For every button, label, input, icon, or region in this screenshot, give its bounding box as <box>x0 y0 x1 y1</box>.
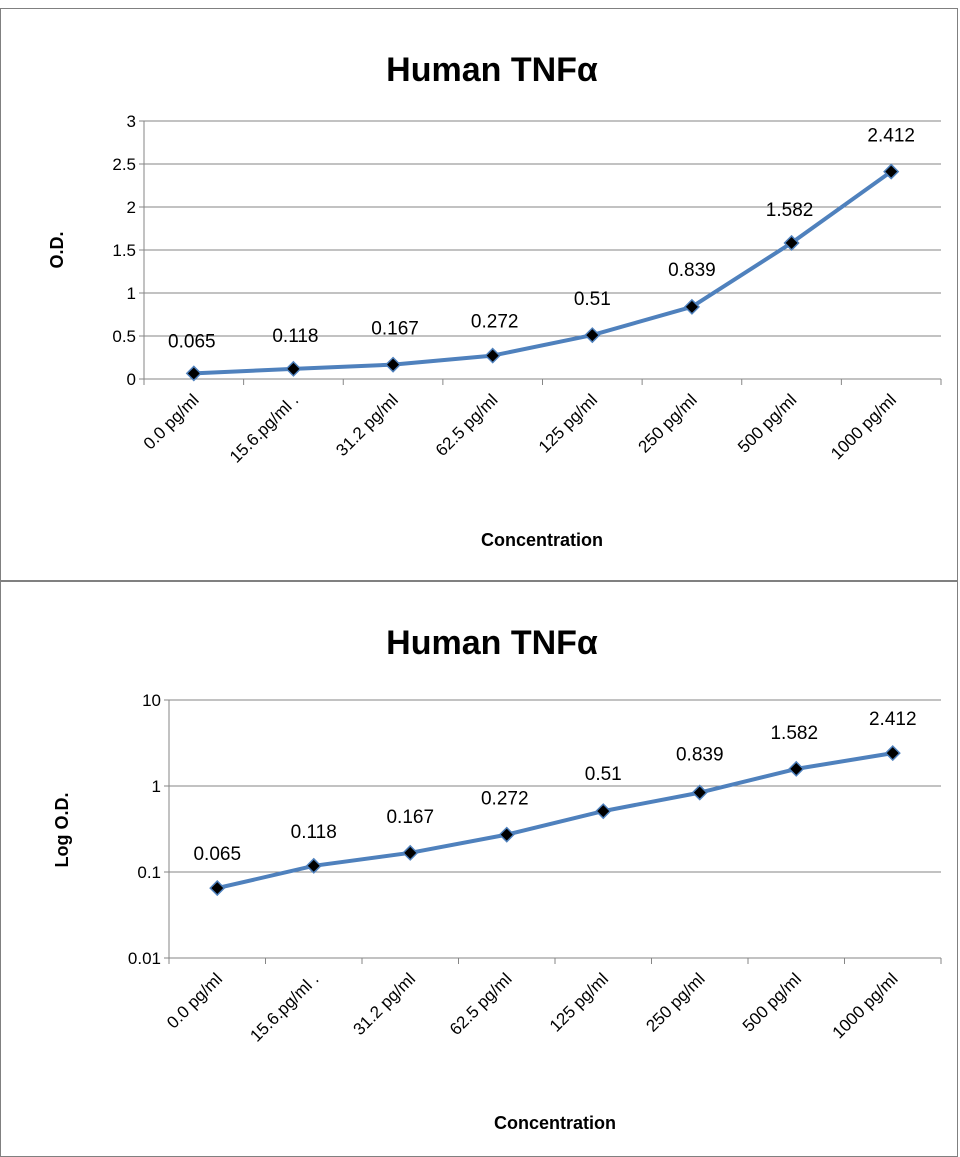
data-point-marker <box>305 857 322 874</box>
data-point-marker <box>584 327 601 344</box>
data-point-marker <box>498 826 515 843</box>
data-label: 0.272 <box>481 789 529 810</box>
data-point-marker <box>385 356 402 373</box>
data-point-marker <box>788 760 805 777</box>
series-line <box>215 751 895 891</box>
y-tick-label: 1.5 <box>112 241 136 260</box>
x-category-label: 31.2 pg/ml <box>332 390 402 460</box>
data-label: 2.412 <box>869 709 917 730</box>
y-tick-label: 1 <box>127 284 136 303</box>
data-point-marker <box>185 365 202 382</box>
y-tick-label: 1 <box>152 777 161 796</box>
chart-title: Human TNFα <box>386 624 598 662</box>
y-tick-label: 2.5 <box>112 155 136 174</box>
data-point-marker <box>884 745 901 762</box>
data-label: 0.272 <box>471 312 519 333</box>
data-label: 0.839 <box>668 260 716 281</box>
data-label: 1.582 <box>766 200 814 221</box>
data-label: 1.582 <box>770 723 818 744</box>
data-label: 0.51 <box>574 289 611 310</box>
y-tick-label: 0 <box>127 370 136 389</box>
x-category-label: 125 pg/ml <box>535 390 601 456</box>
y-tick-label: 0.01 <box>128 949 161 968</box>
y-axis-title: Log O.D. <box>52 793 72 868</box>
data-point-marker <box>683 298 700 315</box>
x-category-label: 1000 pg/ml <box>829 969 902 1042</box>
x-category-label: 1000 pg/ml <box>827 390 900 463</box>
data-point-marker <box>285 360 302 377</box>
chart-panel-log: Human TNFα 0.01 0.1 1 10 0.0 pg/ml 15.6.pg/ml … <box>0 581 958 1157</box>
x-category-label: 125 pg/ml <box>546 969 612 1035</box>
x-category-label: 500 pg/ml <box>734 390 800 456</box>
data-point-marker <box>484 347 501 364</box>
x-axis-title: Concentration <box>494 1113 616 1133</box>
y-tick-label: 2 <box>127 198 136 217</box>
data-label: 0.839 <box>676 745 724 766</box>
x-category-label: 500 pg/ml <box>739 969 805 1035</box>
y-tick-label: 0.5 <box>112 327 136 346</box>
chart-title: Human TNFα <box>386 51 598 89</box>
y-tick-label: 10 <box>142 691 161 710</box>
data-label: 0.167 <box>371 319 419 340</box>
x-category-label: 15.6.pg/ml . <box>246 969 322 1045</box>
data-label: 2.412 <box>867 126 915 147</box>
y-axis-title: O.D. <box>47 231 67 268</box>
x-category-label: 15.6.pg/ml . <box>226 390 302 466</box>
data-point-marker <box>209 880 226 897</box>
x-axis-title: Concentration <box>481 530 603 550</box>
data-point-marker <box>402 844 419 861</box>
data-point-marker <box>783 234 800 252</box>
data-label: 0.065 <box>193 844 241 865</box>
data-point-marker <box>883 163 900 180</box>
data-label: 0.167 <box>386 807 434 828</box>
x-category-label: 0.0 pg/ml <box>140 390 203 453</box>
y-tick-label: 0.1 <box>137 863 161 882</box>
data-label: 0.51 <box>585 764 622 785</box>
x-category-label: 0.0 pg/ml <box>163 969 226 1032</box>
data-point-marker <box>691 784 708 801</box>
chart-log: Human TNFα 0.01 0.1 1 10 0.0 pg/ml 15.6.pg/ml … <box>52 624 942 1133</box>
data-label: 0.065 <box>168 331 216 352</box>
x-category-label: 31.2 pg/ml <box>350 969 420 1039</box>
chart-panel-linear: Human TNFα 0 0.5 1 1.5 2 2.5 3 0.0 pg/ml 15.6.pg/… <box>0 8 958 581</box>
x-category-label: 250 pg/ml <box>642 969 708 1035</box>
x-category-label: 250 pg/ml <box>635 390 701 456</box>
y-tick-label: 3 <box>127 112 136 131</box>
data-label: 0.118 <box>291 822 337 843</box>
x-category-label: 62.5 pg/ml <box>432 390 502 460</box>
series-line <box>191 169 894 376</box>
x-category-label: 62.5 pg/ml <box>446 969 516 1039</box>
data-label: 0.118 <box>272 326 318 347</box>
data-point-marker <box>595 803 612 820</box>
